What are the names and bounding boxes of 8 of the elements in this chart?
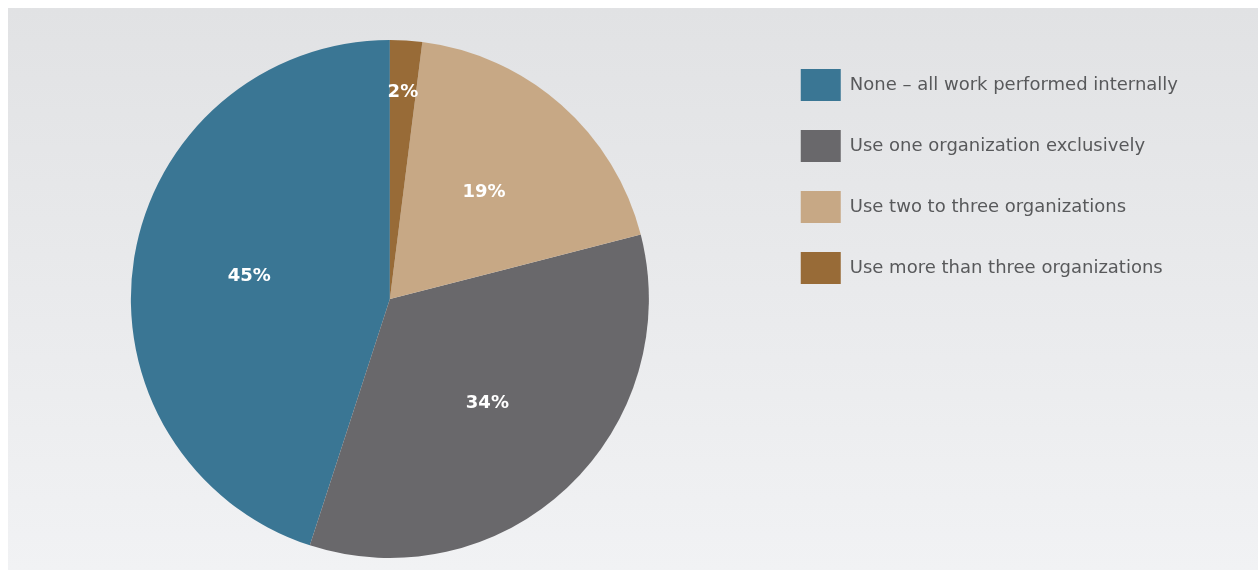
- data-label: 19%: [462, 179, 506, 201]
- data-label: 34%: [465, 390, 509, 412]
- data-label: 2%: [387, 79, 419, 101]
- legend-label: Use more than three organizations: [849, 255, 1163, 277]
- legend-label: None – all work performed internally: [849, 72, 1179, 94]
- legend-label: Use one organization exclusively: [849, 133, 1146, 155]
- data-label: 45%: [227, 264, 271, 286]
- legend-label: Use two to three organizations: [849, 194, 1127, 216]
